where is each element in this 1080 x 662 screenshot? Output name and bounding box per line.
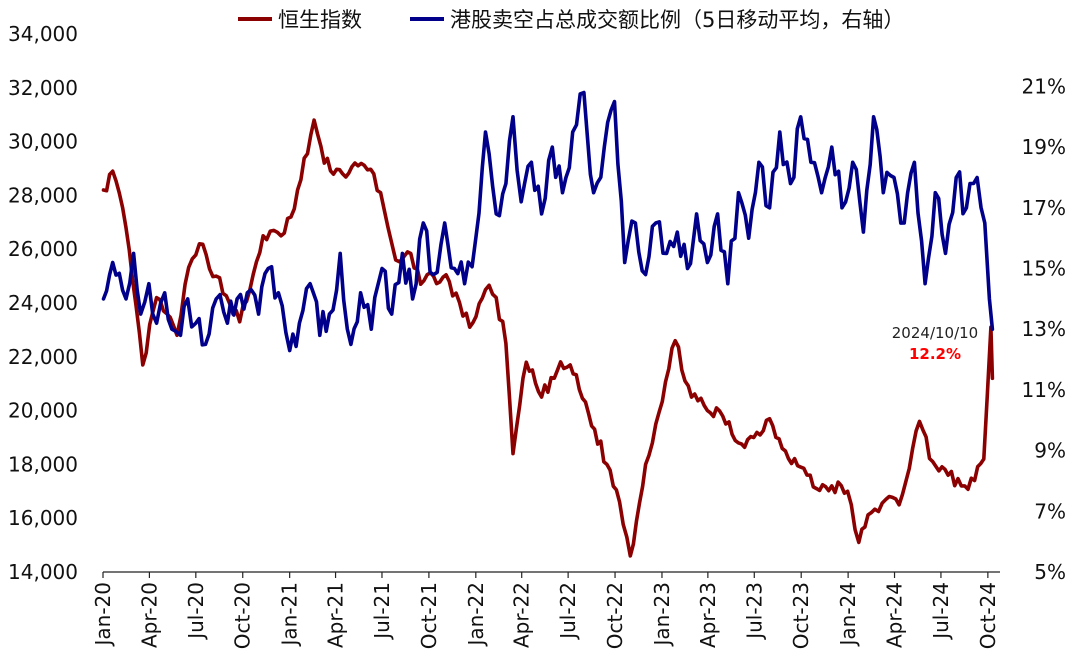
x-tick-label: Jan-24 (836, 582, 860, 648)
x-tick-label: Jul-23 (742, 582, 766, 641)
legend-label-hsi: 恒生指数 (278, 8, 362, 32)
right-axis-ticks: 5% 7% 9% 11% 13% 15% 17% 19% 21% (1022, 74, 1066, 584)
x-tick-label: Jan-22 (464, 582, 488, 648)
left-tick-label: 22,000 (8, 345, 78, 369)
left-tick-label: 32,000 (8, 76, 78, 100)
left-tick-label: 30,000 (8, 130, 78, 154)
x-tick-label: Oct-20 (231, 582, 255, 649)
x-tick-label: Apr-22 (510, 582, 534, 648)
x-tick-label: Apr-23 (696, 582, 720, 648)
left-tick-label: 20,000 (8, 399, 78, 423)
legend: 恒生指数 港股卖空占总成交额比例（5日移动平均，右轴） (238, 8, 904, 32)
legend-label-short-ratio: 港股卖空占总成交额比例（5日移动平均，右轴） (450, 8, 904, 32)
x-tick-label: Jan-21 (278, 582, 302, 648)
left-tick-label: 16,000 (8, 506, 78, 530)
left-axis-ticks: 14,000 16,000 18,000 20,000 22,000 24,000 26,0… (8, 22, 78, 584)
series-layer (101, 90, 995, 558)
x-tick-label: Jan-20 (91, 582, 115, 648)
x-tick-label: Jul-22 (556, 582, 580, 641)
annotation-value: 12.2% (909, 345, 961, 363)
x-tick-label: Apr-21 (324, 582, 348, 648)
x-tick-label: Jul-24 (929, 582, 953, 641)
x-tick-label: Jan-23 (650, 582, 674, 648)
right-tick-label: 19% (1022, 135, 1066, 159)
x-tick-label: Apr-20 (137, 582, 161, 648)
right-tick-label: 7% (1034, 499, 1066, 523)
x-tick-label: Jul-20 (184, 582, 208, 641)
x-axis-ticks: Jan-20 Apr-20 Jul-20 Oct-20 Jan-21 Apr-21 Jul-… (91, 572, 1000, 649)
x-tick-label: Jul-21 (370, 582, 394, 641)
left-tick-label: 18,000 (8, 452, 78, 476)
x-tick-label: Oct-21 (417, 582, 441, 649)
left-tick-label: 34,000 (8, 22, 78, 46)
left-tick-label: 24,000 (8, 291, 78, 315)
right-tick-label: 13% (1022, 317, 1066, 341)
left-tick-label: 28,000 (8, 183, 78, 207)
left-tick-label: 14,000 (8, 560, 78, 584)
right-tick-label: 11% (1022, 378, 1066, 402)
annotation-date: 2024/10/10 (892, 324, 978, 342)
x-tick-label: Oct-23 (789, 582, 813, 649)
annotation: 2024/10/10 12.2% (892, 324, 978, 363)
x-tick-label: Apr-24 (883, 582, 907, 648)
right-tick-label: 15% (1022, 257, 1066, 281)
series-line-hsi (101, 118, 995, 558)
left-tick-label: 26,000 (8, 237, 78, 261)
right-tick-label: 9% (1034, 439, 1066, 463)
x-tick-label: Oct-22 (603, 582, 627, 649)
right-tick-label: 21% (1022, 74, 1066, 98)
series-line-short-ratio (101, 90, 995, 353)
x-tick-label: Oct-24 (976, 582, 1000, 649)
right-tick-label: 17% (1022, 196, 1066, 220)
right-tick-label: 5% (1034, 560, 1066, 584)
